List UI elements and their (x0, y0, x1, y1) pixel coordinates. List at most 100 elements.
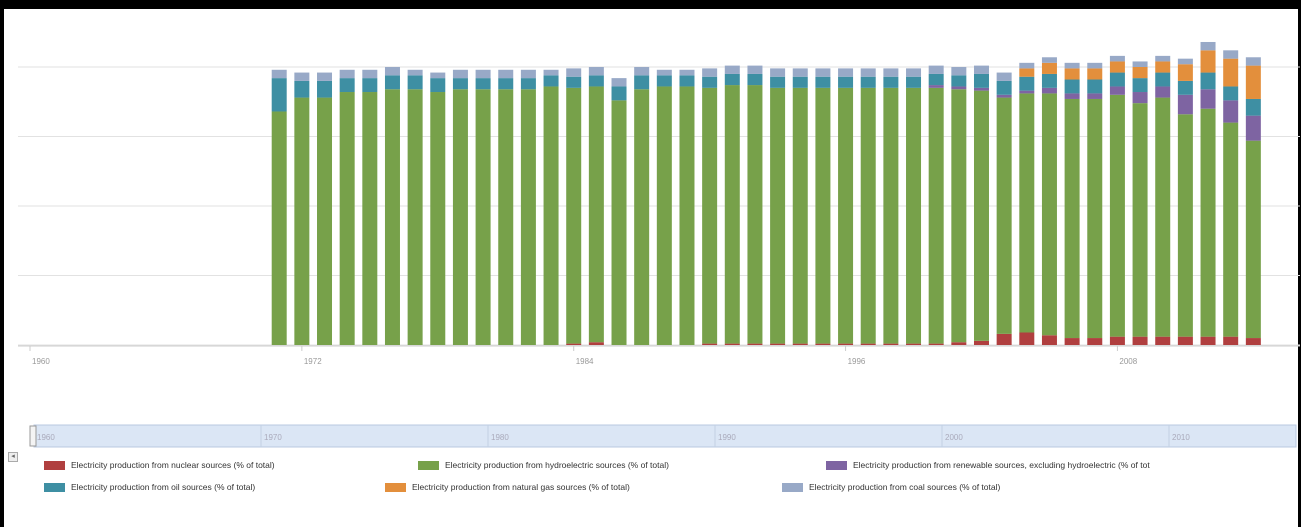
bar-hydro-1993[interactable] (770, 87, 786, 344)
bar-nuclear-2010[interactable] (1155, 336, 1171, 345)
bar-nuclear-2011[interactable] (1177, 336, 1193, 345)
bar-stack-1985[interactable] (588, 67, 604, 345)
bar-stack-1987[interactable] (634, 67, 650, 346)
bar-nuclear-1992[interactable] (747, 343, 763, 345)
bar-hydro-1981[interactable] (498, 89, 514, 346)
bar-stack-1992[interactable] (747, 65, 763, 345)
bar-coal-1980[interactable] (475, 69, 491, 79)
bar-stack-1972[interactable] (294, 72, 310, 345)
bar-stack-2009[interactable] (1132, 61, 1148, 345)
bar-stack-2006[interactable] (1064, 62, 1080, 345)
bar-renewable-2003[interactable] (996, 94, 1012, 98)
bar-stack-1988[interactable] (656, 69, 672, 346)
bar-coal-2004[interactable] (1019, 62, 1035, 69)
bar-stack-2002[interactable] (973, 65, 989, 345)
navigator-scroll-left-button[interactable]: ◂ (8, 452, 18, 462)
bar-coal-1986[interactable] (611, 78, 627, 87)
bar-stack-1980[interactable] (475, 69, 491, 346)
bar-hydro-1972[interactable] (294, 97, 310, 345)
bar-coal-1983[interactable] (543, 69, 559, 76)
bar-stack-1995[interactable] (815, 68, 831, 345)
bar-hydro-1985[interactable] (588, 86, 604, 343)
bar-hydro-2010[interactable] (1155, 97, 1171, 337)
bar-stack-1998[interactable] (883, 68, 899, 345)
bar-stack-1990[interactable] (702, 68, 718, 345)
bar-nuclear-1998[interactable] (883, 343, 899, 345)
bar-oil-1977[interactable] (407, 75, 423, 90)
bar-gas-2008[interactable] (1109, 61, 1125, 73)
bar-nuclear-2005[interactable] (1041, 335, 1057, 345)
bar-renewable-2001[interactable] (951, 86, 967, 90)
bar-nuclear-1984[interactable] (566, 343, 582, 345)
bar-hydro-2008[interactable] (1109, 94, 1125, 337)
bar-hydro-1997[interactable] (860, 87, 876, 344)
bar-oil-2011[interactable] (1177, 80, 1193, 95)
bar-oil-2009[interactable] (1132, 78, 1148, 93)
bar-renewable-2004[interactable] (1019, 90, 1035, 94)
bar-coal-1989[interactable] (679, 69, 695, 76)
bar-stack-2005[interactable] (1041, 57, 1057, 345)
bar-oil-1996[interactable] (838, 76, 854, 88)
bar-oil-2005[interactable] (1041, 73, 1057, 88)
bar-stack-1997[interactable] (860, 68, 876, 345)
bar-coal-2012[interactable] (1200, 41, 1216, 51)
bar-hydro-2000[interactable] (928, 87, 944, 344)
bar-coal-1997[interactable] (860, 68, 876, 77)
bar-coal-2014[interactable] (1245, 57, 1261, 66)
bar-hydro-2004[interactable] (1019, 93, 1035, 333)
bar-coal-1990[interactable] (702, 68, 718, 77)
legend-item-nuclear[interactable]: Electricity production from nuclear sour… (44, 460, 275, 470)
bar-renewable-2006[interactable] (1064, 93, 1080, 99)
bar-stack-1983[interactable] (543, 69, 559, 346)
bar-renewable-2007[interactable] (1087, 93, 1103, 99)
bar-gas-2009[interactable] (1132, 67, 1148, 79)
bar-oil-1979[interactable] (452, 78, 468, 90)
bar-hydro-1989[interactable] (679, 86, 695, 346)
bar-renewable-2005[interactable] (1041, 87, 1057, 94)
bar-nuclear-2000[interactable] (928, 343, 944, 345)
bar-hydro-2011[interactable] (1177, 114, 1193, 337)
bar-coal-2011[interactable] (1177, 58, 1193, 65)
bar-stack-1984[interactable] (566, 68, 582, 345)
bar-stack-1994[interactable] (792, 68, 808, 345)
bar-hydro-1990[interactable] (702, 87, 718, 344)
bar-oil-2008[interactable] (1109, 72, 1125, 87)
bar-oil-2014[interactable] (1245, 98, 1261, 116)
bar-renewable-2012[interactable] (1200, 89, 1216, 109)
bar-oil-1981[interactable] (498, 78, 514, 90)
bar-nuclear-2014[interactable] (1245, 338, 1261, 345)
bar-oil-1973[interactable] (317, 80, 333, 98)
bar-oil-1987[interactable] (634, 75, 650, 90)
bar-hydro-1983[interactable] (543, 86, 559, 346)
navigator-track[interactable] (33, 424, 1297, 448)
bar-coal-2008[interactable] (1109, 55, 1125, 62)
bar-stack-2007[interactable] (1087, 62, 1103, 345)
bar-renewable-2009[interactable] (1132, 92, 1148, 104)
bar-coal-1977[interactable] (407, 69, 423, 76)
bar-oil-1982[interactable] (520, 78, 536, 90)
bar-hydro-1974[interactable] (339, 92, 355, 346)
bar-coal-2007[interactable] (1087, 62, 1103, 69)
bar-nuclear-2012[interactable] (1200, 336, 1216, 345)
bar-hydro-2006[interactable] (1064, 98, 1080, 339)
bar-oil-1988[interactable] (656, 75, 672, 87)
bar-oil-1985[interactable] (588, 75, 604, 87)
bar-oil-1992[interactable] (747, 73, 763, 86)
bar-oil-2001[interactable] (951, 75, 967, 87)
bar-stack-1971[interactable] (271, 69, 287, 345)
bar-coal-1999[interactable] (906, 68, 922, 77)
bar-oil-1975[interactable] (362, 78, 378, 93)
bar-hydro-1975[interactable] (362, 92, 378, 346)
bar-coal-1985[interactable] (588, 67, 604, 76)
bar-coal-2001[interactable] (951, 67, 967, 76)
bar-hydro-1984[interactable] (566, 87, 582, 344)
bar-gas-2007[interactable] (1087, 68, 1103, 80)
bar-coal-1975[interactable] (362, 69, 378, 79)
bar-hydro-2014[interactable] (1245, 140, 1261, 339)
bar-oil-2000[interactable] (928, 73, 944, 86)
bar-oil-1984[interactable] (566, 76, 582, 88)
bar-stack-1996[interactable] (838, 68, 854, 345)
bar-nuclear-2009[interactable] (1132, 336, 1148, 345)
bar-hydro-2005[interactable] (1041, 93, 1057, 336)
bar-coal-1994[interactable] (792, 68, 808, 77)
